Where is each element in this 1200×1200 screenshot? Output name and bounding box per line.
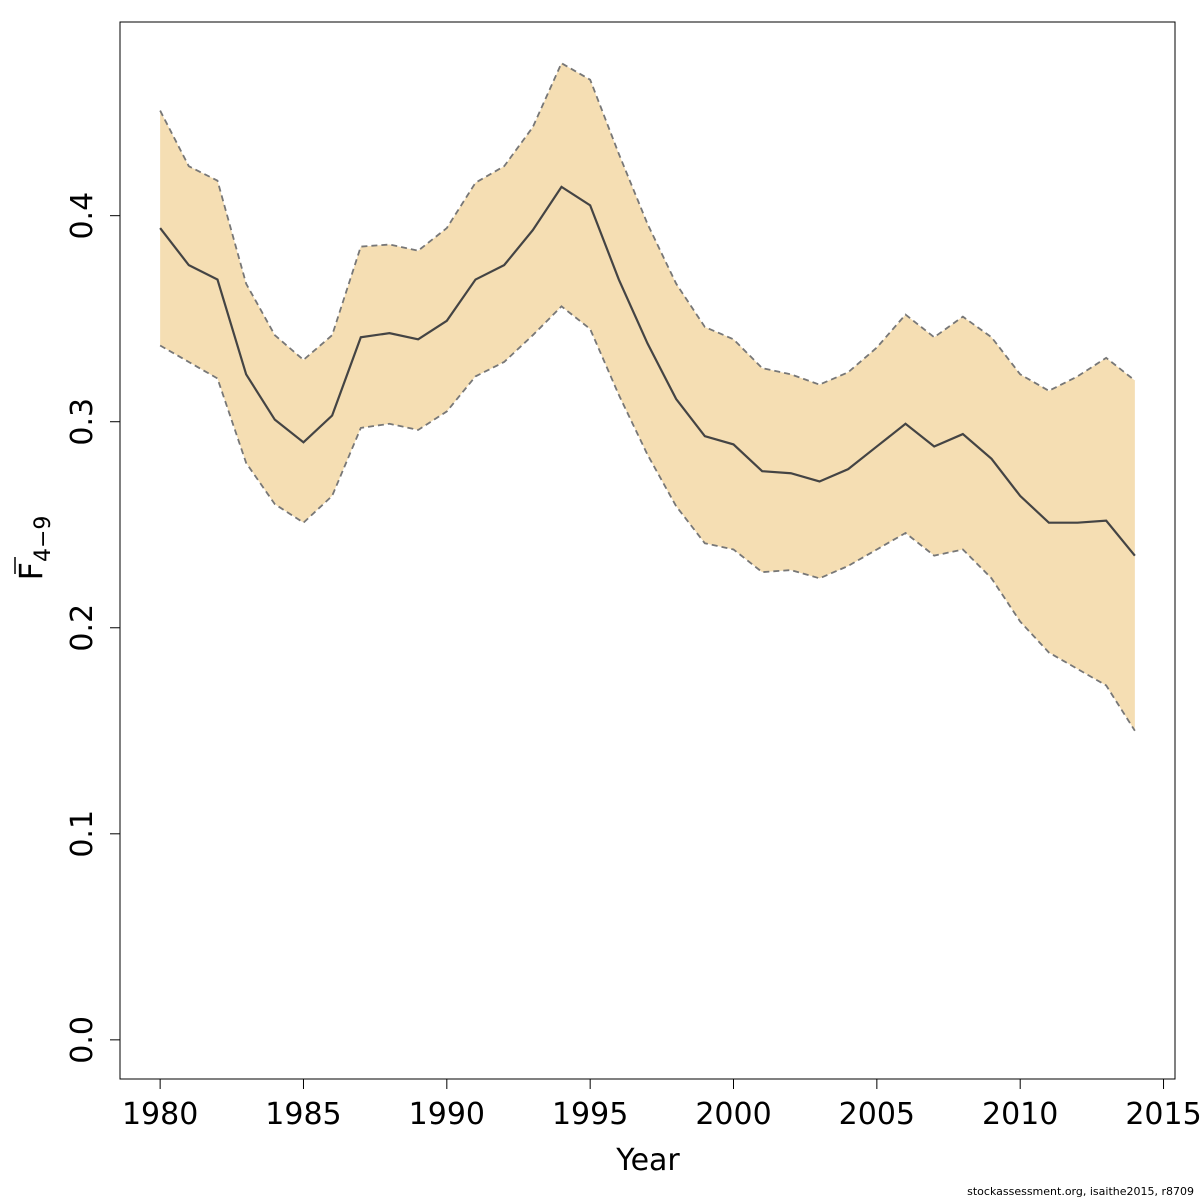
estimate-line: [159, 185, 1136, 557]
y-tick-label: 0.4: [65, 192, 100, 240]
svg-text:F4−9: F4−9: [12, 516, 56, 581]
credit-text: stockassessment.org, isaithe2015, r8709: [967, 1185, 1194, 1198]
confidence-bounds: [159, 61, 1136, 732]
confidence-band-area: [160, 63, 1135, 731]
y-tick-label: 0.3: [65, 398, 100, 446]
x-tick-label: 1985: [265, 1097, 341, 1132]
x-tick-label: 1995: [552, 1097, 628, 1132]
x-tick-label: 2000: [695, 1097, 771, 1132]
x-tick-label: 1980: [122, 1097, 198, 1132]
lower-bound-line: [159, 305, 1136, 732]
y-tick-label: 0.2: [65, 604, 100, 652]
y-axis-title: F4−9: [12, 516, 56, 581]
y-axis-title-main: F: [12, 562, 50, 580]
y-axis-title-subscript: 4−9: [31, 516, 56, 562]
y-tick-label: 0.1: [65, 810, 100, 858]
x-tick-label: 2010: [982, 1097, 1058, 1132]
y-tick-label: 0.0: [65, 1016, 100, 1064]
y-axis: 0.0 0.1 0.2 0.3 0.4: [65, 192, 121, 1064]
upper-bound-line: [159, 61, 1136, 392]
x-tick-label: 1990: [409, 1097, 485, 1132]
x-axis: 1980 1985 1990 1995 2000 2005 2010 2015: [122, 1078, 1200, 1132]
confidence-band: [160, 63, 1135, 731]
x-tick-label: 2015: [1125, 1097, 1200, 1132]
estimate-line-group: [159, 185, 1136, 557]
x-axis-title: Year: [615, 1143, 680, 1178]
x-tick-label: 2005: [839, 1097, 915, 1132]
